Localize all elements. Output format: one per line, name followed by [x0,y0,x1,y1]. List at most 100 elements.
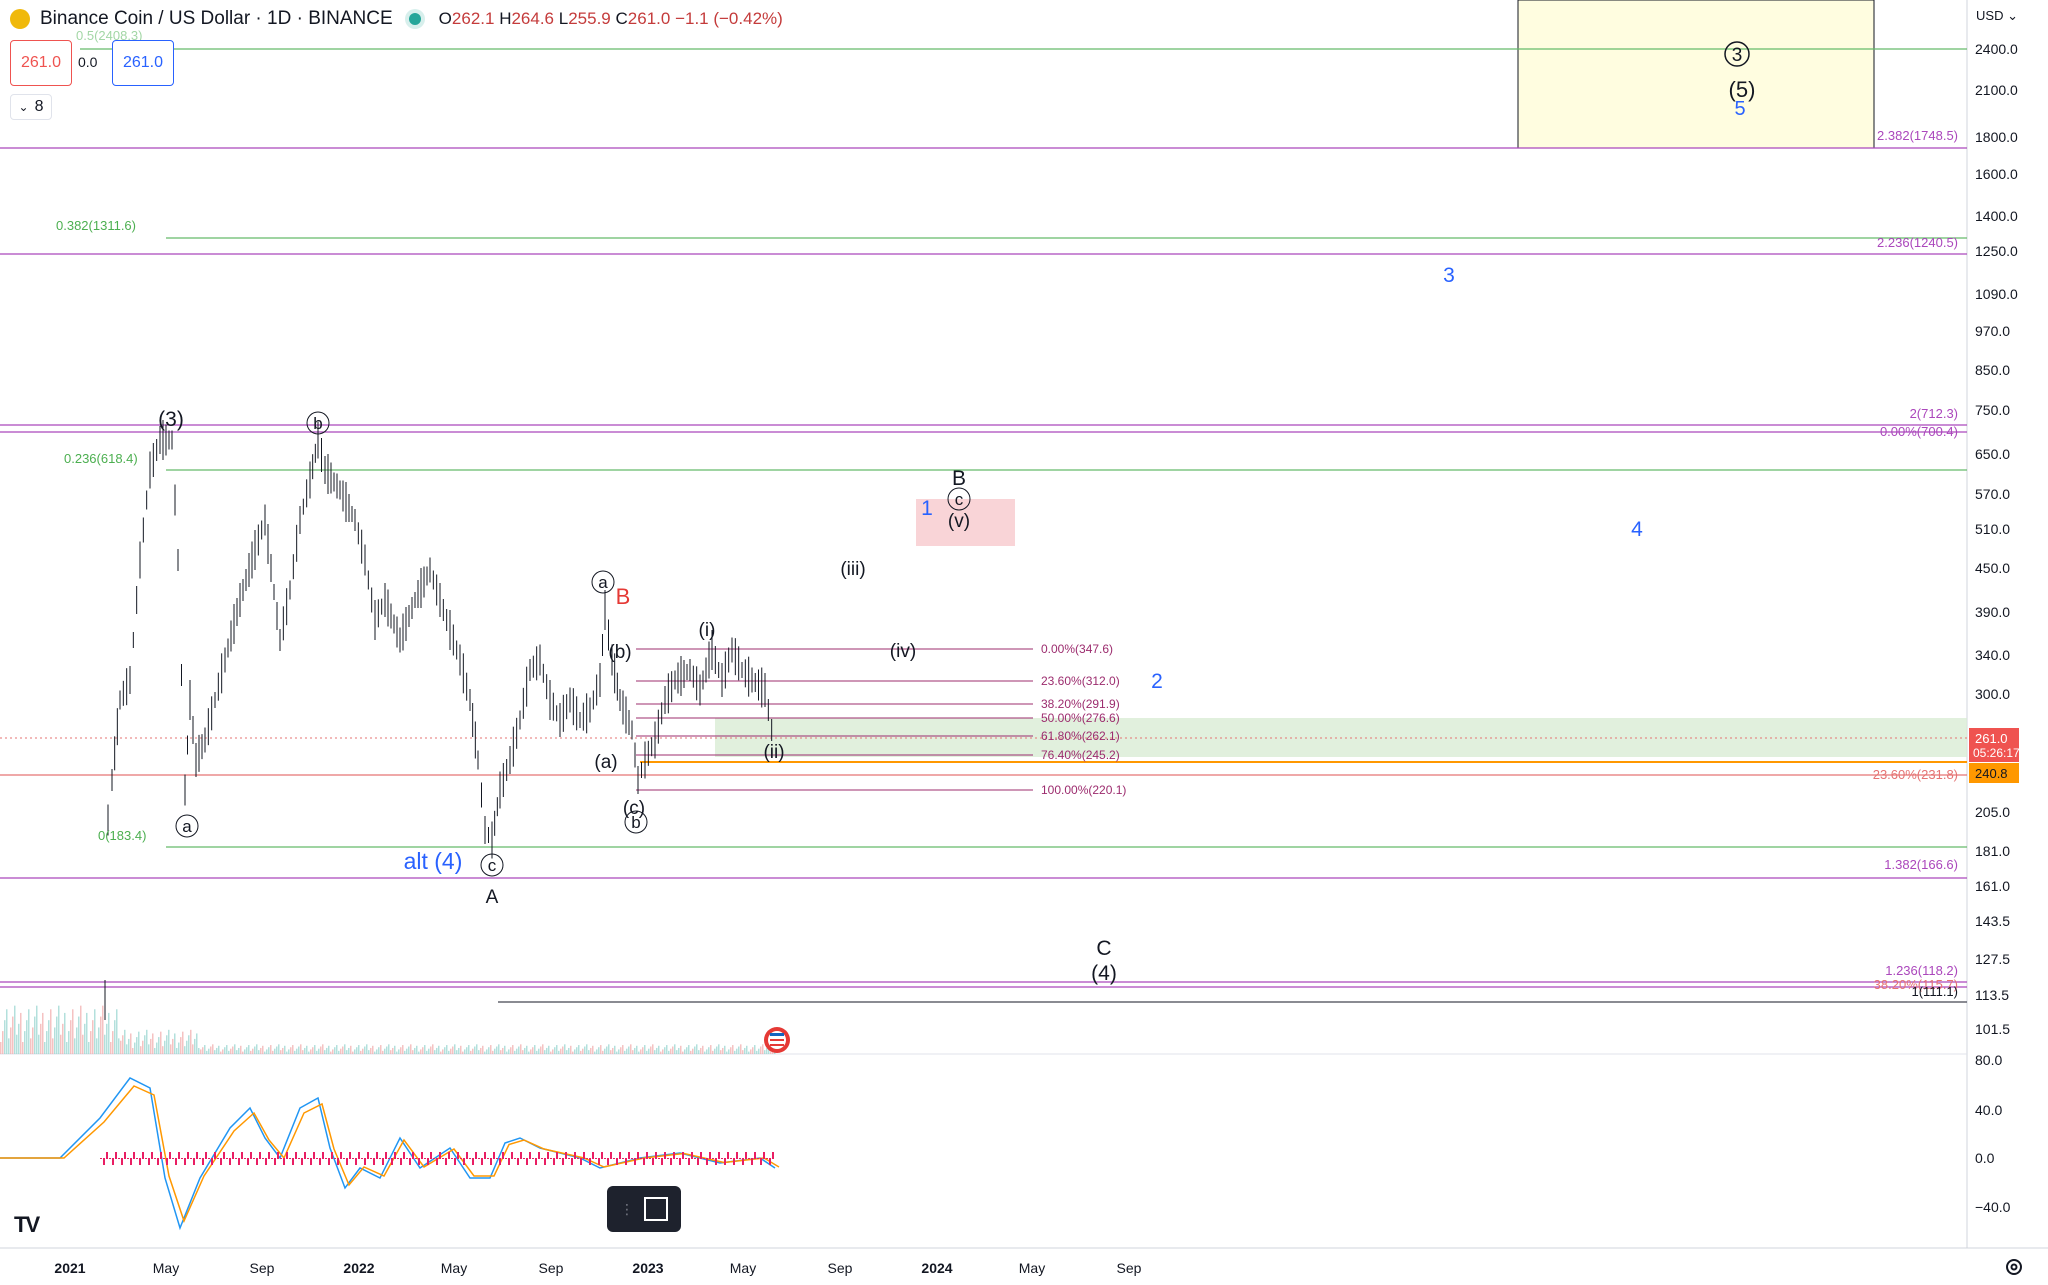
volume-bar [32,1027,34,1054]
volume-bar [506,1051,508,1054]
osc-hist-bar [649,1158,651,1159]
osc-hist-bar [247,1158,249,1165]
osc-hist-bar [469,1158,471,1159]
volume-bar [392,1047,394,1054]
volume-bar [136,1037,138,1054]
osc-hist-bar [103,1158,105,1165]
volume-bar [156,1042,158,1054]
buy-button[interactable]: 261.0 [112,40,174,86]
volume-bar [656,1047,658,1054]
osc-hist-bar [154,1158,156,1159]
osc-hist-bar [166,1158,168,1165]
rectangle-tool-icon[interactable] [644,1197,668,1221]
volume-bar [502,1047,504,1054]
volume-bar [260,1047,262,1054]
osc-hist-bar [550,1158,552,1159]
osc-hist-bar [658,1158,660,1159]
osc-hist-bar [565,1152,567,1159]
volume-bar [438,1045,440,1054]
price-tick: 510.0 [1975,521,2010,537]
price-axis[interactable]: 2400.0 2100.0 1800.0 1600.0 1400.0 1250.0 1090… [1975,41,2018,1037]
osc-hist-bar [430,1152,432,1159]
volume-bar [548,1045,550,1054]
fib-label: 2.382(1748.5) [1877,128,1958,143]
volume-bar [674,1044,676,1054]
osc-hist-bar [757,1158,759,1159]
osc-hist-bar [268,1152,270,1159]
volume-bar [256,1044,258,1054]
volume-bar [166,1035,168,1054]
sell-button[interactable]: 261.0 [10,40,72,86]
osc-hist-bar [244,1158,246,1159]
drag-handle-icon[interactable]: ⋮ [620,1200,634,1217]
price-tick: 450.0 [1975,560,2010,576]
volume-bar [196,1033,198,1054]
volume-bar [482,1045,484,1054]
volume-bar [720,1050,722,1054]
osc-hist-bar [157,1158,159,1165]
volume-bar [324,1050,326,1054]
volume-bar [670,1048,672,1054]
currency-select[interactable]: USD ⌄ [1976,8,2018,23]
volume-bar [526,1045,528,1054]
volume-bar [446,1045,448,1054]
osc-hist-bar [397,1158,399,1159]
volume-bar [258,1050,260,1054]
wave-label: C [1096,937,1111,960]
price-tick: 1400.0 [1975,208,2018,224]
settings-gear-icon[interactable] [2003,1256,2025,1278]
osc-hist-bar [745,1152,747,1159]
volume-bar [668,1050,670,1054]
osc-hist-bar [763,1152,765,1159]
osc-hist-bar [532,1158,534,1159]
volume-bar [514,1050,516,1054]
volume-bar [236,1050,238,1054]
wave-label: (4) [1091,962,1117,985]
price-tick: 390.0 [1975,604,2010,620]
volume-bar [574,1049,576,1054]
volume-bar [398,1049,400,1054]
volume-bar [442,1049,444,1054]
b-wave-zone-box[interactable] [916,499,1015,546]
osc-hist-bar [568,1158,570,1159]
volume-bar [232,1046,234,1054]
volume-bar [710,1045,712,1054]
osc-hist-bar [631,1158,633,1159]
volume-bar [80,1005,82,1054]
wave-label: b [631,813,640,832]
volume-bar [576,1047,578,1054]
symbol-header: Binance Coin / US Dollar · 1D · BINANCE … [10,8,783,30]
last-price: 261.0 [1975,731,2008,746]
volume-bar [122,1035,124,1054]
osc-hist-bar [298,1158,300,1159]
volume-bar [704,1051,706,1054]
tradingview-logo-icon[interactable]: TV [14,1212,40,1237]
volume-bar [538,1048,540,1054]
volume-bar [120,1040,122,1054]
volume-bar [662,1049,664,1054]
volume-bar [626,1048,628,1054]
symbol-title[interactable]: Binance Coin / US Dollar · 1D · BINANCE [40,8,393,29]
volume-bar [334,1047,336,1054]
drawing-toolbar[interactable]: ⋮ [607,1186,681,1232]
volume-bar [22,1042,24,1054]
osc-hist-bar [577,1158,579,1159]
target-zone-box[interactable] [1517,0,1875,149]
osc-hist-bar [340,1152,342,1159]
flag-us-icon[interactable] [764,1027,790,1053]
osc-hist-bar [610,1152,612,1159]
osc-hist-bar [262,1158,264,1159]
indicators-toggle[interactable]: ⌄ 8 [10,94,52,120]
volume-bar [270,1045,272,1054]
volume-bar [734,1050,736,1054]
osc-hist-bar [727,1152,729,1159]
osc-hist-bar [439,1152,441,1159]
osc-hist-bar [265,1158,267,1165]
volume-bar [754,1045,756,1054]
volume-bar [686,1047,688,1054]
osc-hist-bar [709,1152,711,1159]
osc-hist-bar [295,1152,297,1159]
osc-hist-bar [220,1158,222,1165]
osc-hist-bar [616,1158,618,1165]
